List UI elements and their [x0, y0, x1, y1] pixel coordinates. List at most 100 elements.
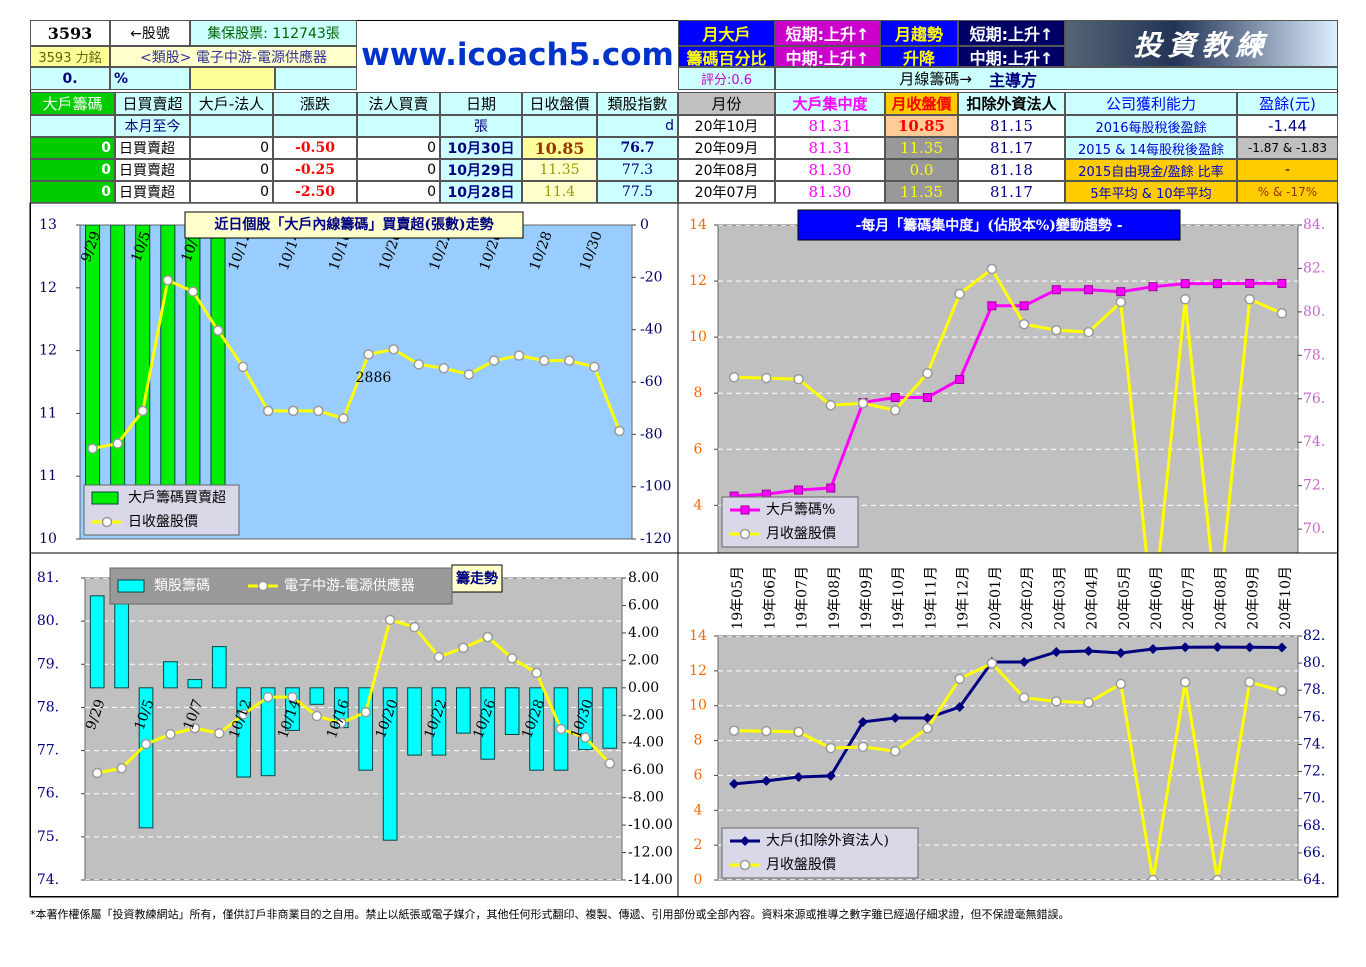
marker	[1115, 678, 1127, 690]
marker	[728, 725, 740, 736]
table-cell: 11.4	[522, 181, 597, 203]
marker	[825, 770, 836, 781]
marker	[360, 706, 371, 718]
lead: 主導方	[975, 67, 1338, 90]
marker	[338, 413, 349, 424]
footer-note: *本著作權係屬「投資教練網站」所有，僅供訂戶非商業目的之自用。禁止以紙張或電子媒…	[30, 908, 1070, 921]
marker	[212, 325, 224, 336]
table-cell: 77.5	[597, 181, 678, 203]
table-cell: 10月28日	[440, 181, 522, 203]
table-cell: 10月29日	[440, 159, 522, 181]
table-cell: 20年10月	[678, 115, 775, 137]
tick-label: 13	[39, 217, 57, 233]
marker	[858, 716, 868, 727]
bar	[163, 661, 178, 689]
x-tick-label: 20年08月	[1213, 566, 1229, 630]
marker	[313, 405, 324, 417]
column-header: 日收盤價	[522, 92, 597, 115]
tick-label: -12.00	[628, 845, 673, 861]
table-cell: -1.87 & -1.83	[1237, 137, 1338, 159]
marker	[409, 621, 420, 633]
table-cell: d	[597, 115, 678, 137]
x-tick-label: 19年09月	[859, 566, 875, 630]
tick-label: 76.	[1303, 391, 1325, 407]
x-tick-label: 19年10月	[891, 566, 907, 630]
table-cell: % & -17%	[1237, 181, 1338, 203]
column-header: 類股指數	[597, 92, 678, 115]
bar	[260, 687, 276, 777]
bar	[89, 595, 105, 689]
trend: 中期:上升↑	[958, 46, 1065, 67]
marker	[1083, 326, 1094, 338]
marker	[1277, 278, 1287, 288]
table-cell: 11.35	[885, 181, 958, 203]
marker	[739, 528, 751, 540]
marker	[1179, 294, 1191, 305]
marker	[1276, 685, 1288, 697]
marker	[825, 742, 837, 754]
tick-label: -10.00	[628, 817, 673, 833]
tick-label: 64.	[1303, 872, 1325, 888]
table-cell: 0	[190, 137, 273, 159]
x-tick-label: 19年07月	[795, 566, 811, 630]
table-cell	[357, 115, 440, 137]
marker	[740, 836, 750, 846]
x-tick-label: 19年06月	[762, 566, 778, 630]
tick-label: 80.	[1303, 304, 1325, 320]
marker	[311, 710, 323, 722]
flow: 月線籌碼→	[775, 67, 975, 90]
tick-label: 66.	[1303, 845, 1325, 861]
legend-label: 日收盤股價	[128, 513, 198, 530]
marker	[237, 361, 249, 373]
marker	[604, 758, 616, 769]
tick-label: 76.	[1303, 709, 1325, 725]
marker	[761, 725, 772, 737]
code-label: ←股號	[110, 20, 190, 46]
logo: 投資教練	[1065, 20, 1338, 67]
plot-content	[85, 578, 622, 880]
marker	[922, 392, 932, 402]
marker	[922, 722, 933, 734]
tick-label: -2.00	[628, 707, 664, 723]
tick-label: 0	[640, 217, 649, 233]
x-tick-label: 20年03月	[1052, 566, 1068, 630]
marker	[564, 355, 575, 366]
tick-label: 72.	[1303, 764, 1325, 780]
label: 籌碼百分比	[678, 46, 775, 67]
marker	[1244, 294, 1255, 305]
table-cell: 2016每股稅後盈餘	[1065, 115, 1237, 137]
column-header: 月收盤價	[885, 92, 958, 115]
trend: 短期:上升↑	[775, 20, 880, 46]
line	[734, 281, 1282, 498]
stock-code: 3593	[30, 20, 110, 46]
marker	[1180, 279, 1190, 289]
table-cell: 日買賣超	[115, 137, 190, 159]
marker	[1180, 642, 1191, 653]
tick-label: 12	[39, 343, 57, 359]
marker	[287, 691, 298, 703]
marker	[793, 771, 804, 782]
marker	[1018, 318, 1030, 330]
tick-label: -80	[640, 426, 663, 442]
marker	[739, 859, 751, 871]
marker	[987, 301, 997, 311]
marker	[793, 726, 804, 738]
marker	[513, 350, 525, 361]
x-tick-label: 19年05月	[730, 566, 746, 630]
bar	[138, 687, 154, 829]
marker	[793, 373, 804, 385]
marker	[458, 642, 469, 654]
table-cell: 2015 & 14每股稅後盈餘	[1065, 137, 1237, 159]
bar	[480, 687, 496, 760]
tick-label: 6	[694, 767, 703, 783]
pct: 0.	[30, 67, 110, 90]
label: 月大戶	[678, 20, 775, 46]
legend-label: 大戶籌碼買賣超	[128, 490, 226, 506]
line	[733, 645, 1282, 786]
table-cell: 0	[357, 137, 440, 159]
tick-label: 78.	[1303, 347, 1325, 363]
tick-label: 10	[689, 329, 707, 345]
column-header: 大戶-法人	[190, 92, 273, 115]
